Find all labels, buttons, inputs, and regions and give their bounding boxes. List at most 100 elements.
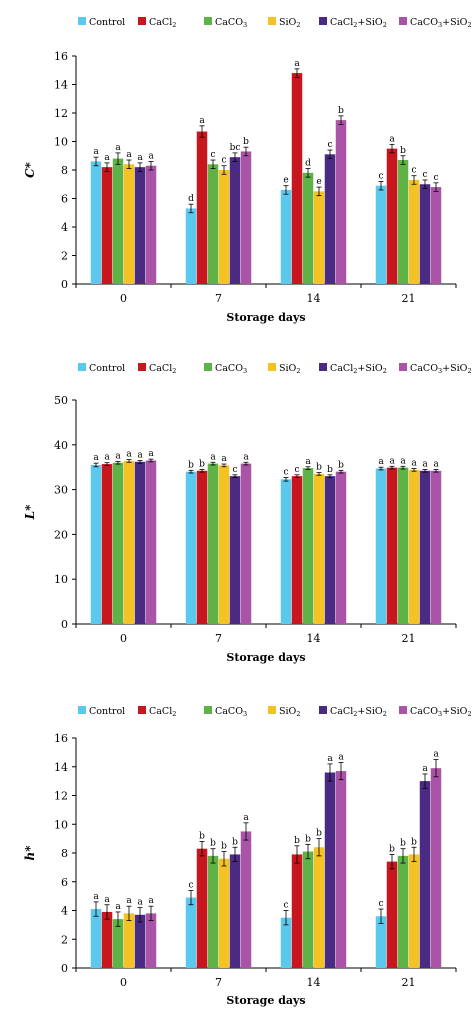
bar xyxy=(134,461,146,624)
bar xyxy=(112,158,124,284)
legend: Control CaCl2 CaCO3 SiO2 CaCl2+SiO2 CaCO3+SiO… xyxy=(78,17,472,29)
significance-label: a xyxy=(104,453,110,463)
x-axis-title: Storage days xyxy=(226,311,305,324)
significance-label: a xyxy=(137,153,143,163)
y-tick-label: 10 xyxy=(54,573,68,586)
significance-label: a xyxy=(378,457,384,467)
x-tick-label: 21 xyxy=(402,632,416,645)
bar xyxy=(240,151,252,284)
y-tick-label: 12 xyxy=(54,790,68,803)
legend-label: CaCO3 xyxy=(215,363,247,375)
significance-label: b xyxy=(188,460,194,470)
x-tick-label: 21 xyxy=(402,976,416,989)
significance-label: d xyxy=(188,194,194,204)
significance-label: b xyxy=(305,834,311,844)
bar xyxy=(386,861,398,968)
bar xyxy=(313,191,325,284)
legend-swatch xyxy=(204,17,212,25)
bar xyxy=(145,165,157,284)
bar xyxy=(240,831,252,968)
significance-label: b xyxy=(294,836,300,846)
bar xyxy=(145,460,157,624)
significance-label: a xyxy=(433,750,439,760)
significance-label: b xyxy=(221,842,227,852)
significance-label: c xyxy=(411,166,416,176)
bar xyxy=(430,187,442,284)
significance-label: a xyxy=(243,452,249,462)
y-tick-label: 8 xyxy=(61,847,68,860)
legend-swatch xyxy=(268,706,276,714)
legend-swatch xyxy=(78,17,86,25)
bar xyxy=(313,473,325,624)
significance-label: b xyxy=(400,146,406,156)
significance-label: a xyxy=(210,452,216,462)
y-tick-label: 6 xyxy=(61,876,68,889)
significance-label: b xyxy=(338,460,344,470)
legend-label: SiO2 xyxy=(279,706,300,718)
y-axis-title: C* xyxy=(23,161,37,178)
x-tick-label: 7 xyxy=(215,292,222,305)
legend-swatch xyxy=(319,363,327,371)
significance-label: a xyxy=(104,895,110,905)
y-tick-label: 16 xyxy=(54,50,68,63)
bar xyxy=(207,463,219,624)
y-tick-label: 16 xyxy=(54,732,68,745)
significance-label: e xyxy=(283,176,288,186)
chart-panel-1: Control CaCl2 CaCO3 SiO2 CaCl2+SiO2 CaCO3+SiO… xyxy=(23,363,472,664)
bar xyxy=(397,855,409,968)
significance-label: a xyxy=(243,813,249,823)
bar xyxy=(280,189,292,284)
bar xyxy=(196,848,208,968)
x-tick-label: 14 xyxy=(307,976,321,989)
significance-label: a xyxy=(148,151,154,161)
significance-label: c xyxy=(221,156,226,166)
bar xyxy=(397,467,409,624)
bar xyxy=(302,172,314,284)
legend-label: CaCO3+SiO2 xyxy=(410,706,472,718)
bar xyxy=(302,851,314,968)
bar xyxy=(90,909,102,968)
significance-label: a xyxy=(148,449,154,459)
legend-swatch xyxy=(78,706,86,714)
legend-label: CaCO3 xyxy=(215,706,247,718)
bar xyxy=(291,854,303,968)
legend-swatch xyxy=(268,17,276,25)
significance-label: b xyxy=(199,459,205,469)
significance-label: b xyxy=(316,829,322,839)
y-tick-label: 10 xyxy=(54,136,68,149)
significance-label: e xyxy=(316,177,321,187)
significance-label: a xyxy=(411,459,417,469)
bar xyxy=(291,476,303,624)
bar xyxy=(218,465,230,624)
y-tick-label: 0 xyxy=(61,962,68,975)
significance-label: a xyxy=(126,450,132,460)
significance-label: c xyxy=(433,173,438,183)
bar xyxy=(229,157,241,284)
bar xyxy=(101,464,113,624)
significance-label: b xyxy=(243,137,249,147)
y-tick-label: 20 xyxy=(54,528,68,541)
legend-label: CaCl2+SiO2 xyxy=(330,706,387,718)
legend-swatch xyxy=(138,706,146,714)
y-tick-label: 14 xyxy=(54,761,68,774)
significance-label: a xyxy=(137,898,143,908)
bar xyxy=(386,148,398,284)
bar xyxy=(101,167,113,284)
bar xyxy=(185,208,197,284)
bar xyxy=(123,913,135,968)
bar xyxy=(397,160,409,284)
significance-label: a xyxy=(221,454,227,464)
bar xyxy=(324,476,336,624)
significance-label: c xyxy=(210,150,215,160)
significance-label: a xyxy=(115,902,121,912)
significance-label: a xyxy=(148,896,154,906)
bar xyxy=(185,471,197,624)
y-tick-label: 40 xyxy=(54,439,68,452)
legend-label: CaCO3+SiO2 xyxy=(410,17,472,29)
legend-swatch xyxy=(319,17,327,25)
bar xyxy=(123,460,135,624)
bar xyxy=(101,911,113,968)
bar xyxy=(419,470,431,624)
significance-label: a xyxy=(422,459,428,469)
significance-label: a xyxy=(104,153,110,163)
